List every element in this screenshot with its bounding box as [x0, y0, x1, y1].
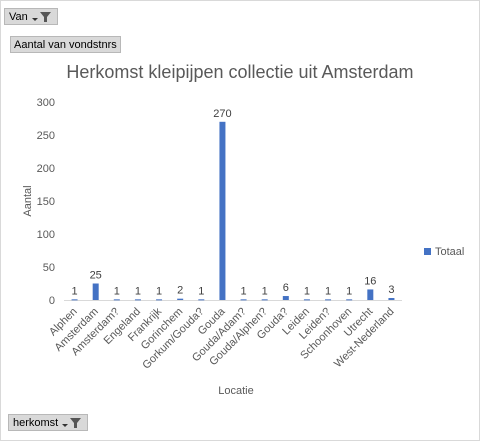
legend-swatch [424, 248, 431, 255]
data-label: 1 [135, 285, 141, 297]
y-tick-label: 0 [49, 295, 55, 307]
data-label: 2 [177, 285, 183, 297]
chart-title: Herkomst kleipijpen collectie uit Amster… [66, 62, 414, 82]
bar [388, 298, 395, 300]
y-tick-label: 100 [37, 229, 55, 241]
bar [219, 121, 226, 300]
bar [346, 299, 353, 301]
axis-field-label: herkomst [13, 416, 59, 429]
filter-field-button[interactable]: Van [4, 8, 58, 25]
filter-field-label: Van [9, 10, 28, 23]
x-axis-title: Locatie [218, 385, 253, 397]
bar [71, 299, 78, 301]
bar [367, 289, 374, 300]
data-label: 1 [156, 285, 162, 297]
data-label: 1 [304, 285, 310, 297]
y-axis-title: Aantal [22, 185, 34, 216]
value-field-label: Aantal van vondstnrs [14, 38, 117, 51]
bar [240, 299, 247, 301]
y-tick-label: 50 [43, 262, 55, 274]
data-label: 1 [262, 285, 268, 297]
bar [156, 299, 163, 301]
bar [92, 283, 99, 300]
data-label: 1 [346, 285, 352, 297]
data-label: 16 [364, 275, 376, 287]
y-tick-label: 200 [37, 163, 55, 175]
bar [198, 299, 205, 301]
data-label: 1 [325, 285, 331, 297]
y-tick-label: 250 [37, 130, 55, 142]
filter-dropdown-icon[interactable] [31, 11, 53, 23]
filter-dropdown-icon[interactable] [61, 417, 83, 429]
data-label: 1 [241, 285, 247, 297]
data-label: 3 [388, 284, 394, 296]
bar [282, 296, 289, 300]
bar [303, 299, 310, 301]
bar [177, 298, 184, 300]
axis-field-button[interactable]: herkomst [8, 414, 89, 431]
data-label: 270 [213, 108, 231, 120]
data-label: 1 [114, 285, 120, 297]
data-label: 1 [198, 285, 204, 297]
data-label: 6 [283, 282, 289, 294]
y-tick-label: 300 [37, 97, 55, 109]
data-label: 1 [72, 285, 78, 297]
bar [113, 299, 120, 301]
data-label: 25 [90, 270, 102, 282]
value-field-button[interactable]: Aantal van vondstnrs [10, 36, 121, 53]
bar [261, 299, 268, 301]
bar [134, 299, 141, 301]
legend-label: Totaal [435, 246, 464, 258]
bar [325, 299, 332, 301]
y-tick-label: 150 [37, 196, 55, 208]
